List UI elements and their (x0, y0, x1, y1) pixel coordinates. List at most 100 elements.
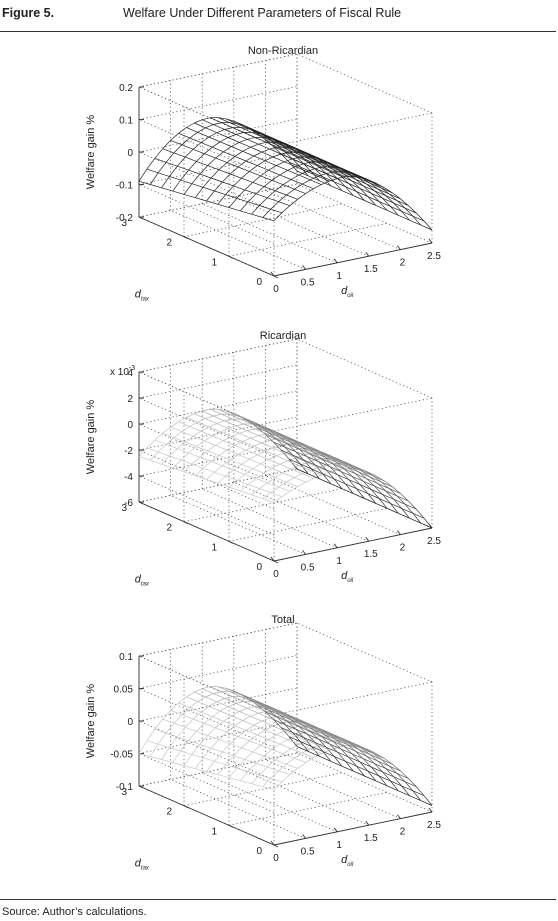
surface-mesh-line (218, 162, 228, 171)
surface-mesh-line (180, 750, 193, 755)
surface-mesh-line (228, 198, 238, 208)
surface-mesh-line (347, 172, 359, 179)
surface-mesh-line (224, 129, 237, 135)
surface-mesh-line (322, 735, 335, 742)
surface-mesh-line (150, 451, 159, 461)
surface-mesh-line (377, 483, 390, 489)
surface-mesh-line (303, 737, 316, 743)
surface-mesh-line (263, 755, 276, 761)
surface-mesh-line (260, 459, 269, 465)
surface-mesh-line (275, 472, 284, 478)
surface-mesh-line (284, 161, 296, 167)
surface-mesh-line (228, 207, 241, 212)
surface-mesh-line (377, 483, 387, 492)
surface-mesh-line (317, 742, 327, 746)
gridline-floor-y (183, 772, 343, 807)
surface-mesh-line (294, 473, 303, 478)
surface-mesh-line (219, 431, 232, 437)
y-tick-label: 0 (256, 562, 262, 573)
surface-mesh-line (330, 185, 343, 192)
surface-mesh-line (393, 202, 402, 212)
surface-mesh-line (197, 421, 210, 428)
surface-mesh-line (240, 210, 252, 215)
surface-mesh-line (313, 452, 322, 460)
surface-mesh-line (292, 158, 304, 165)
surface-mesh-line (404, 503, 417, 510)
surface-mesh-line (318, 165, 330, 172)
surface-mesh-line (392, 486, 401, 494)
surface-mesh-line (262, 778, 271, 787)
surface-mesh-line (233, 747, 242, 756)
surface-mesh-line (311, 468, 324, 475)
surface-mesh-line (336, 739, 345, 747)
x-tick (270, 271, 275, 277)
surface-mesh-line (251, 783, 263, 788)
surface-mesh-line (202, 686, 211, 690)
surface-mesh-line (310, 453, 322, 460)
surface-mesh-line (235, 425, 248, 432)
surface-mesh-line (208, 701, 217, 707)
surface-mesh-line (311, 468, 320, 480)
surface-mesh-line (409, 795, 421, 801)
surface-mesh-line (318, 165, 327, 174)
surface-mesh-line (287, 739, 300, 745)
surface-mesh-line (297, 762, 306, 769)
surface-mesh-line (281, 434, 294, 441)
surface-mesh-line (245, 729, 258, 736)
z-tick-label: 0.05 (114, 685, 134, 696)
surface-mesh-line (307, 156, 320, 163)
surface-mesh-line (396, 200, 406, 209)
surface-mesh-line (196, 440, 205, 447)
surface-mesh-line (348, 479, 357, 489)
surface-mesh-line (219, 141, 232, 147)
surface-mesh-line (154, 728, 167, 734)
surface-mesh-line (276, 438, 289, 445)
surface-mesh-line (236, 767, 249, 772)
surface-mesh-line (138, 180, 151, 185)
surface-mesh-line (185, 441, 197, 447)
surface-mesh-line (375, 503, 388, 509)
surface-mesh-line (218, 739, 231, 745)
surface-mesh-line (215, 157, 228, 163)
surface-mesh-line (345, 483, 354, 494)
surface-mesh-line (197, 127, 206, 133)
surface-mesh-line (200, 136, 210, 143)
surface-mesh-line (205, 415, 214, 420)
surface-mesh-line (196, 161, 208, 166)
surface-mesh-line (287, 457, 296, 462)
surface-mesh-line (340, 748, 353, 755)
surface-mesh-line (214, 181, 223, 192)
surface-mesh-line (300, 166, 312, 173)
surface-mesh-line (218, 455, 231, 461)
surface-mesh-line (222, 173, 231, 183)
surface-mesh-line (165, 152, 175, 163)
surface-mesh-line (290, 743, 300, 749)
z-axis-label: Welfare gain % (85, 400, 97, 475)
surface-mesh-line (240, 201, 249, 212)
surface-mesh-line (216, 423, 229, 429)
surface-mesh-line (199, 450, 208, 458)
surface-mesh-line (334, 457, 347, 463)
surface-mesh-line (306, 160, 319, 167)
surface-mesh-line (252, 129, 265, 135)
surface-mesh-line (329, 170, 338, 179)
surface-mesh-line (314, 742, 327, 748)
surface-mesh-line (337, 474, 349, 480)
surface-mesh-line (219, 710, 232, 717)
surface-mesh-line (329, 466, 338, 475)
surface-mesh-line (202, 119, 214, 125)
surface-mesh-line (278, 770, 290, 776)
x-tick (365, 251, 370, 257)
z-tick-label: -0.1 (116, 782, 134, 793)
surface-mesh-line (297, 719, 310, 725)
surface-mesh-line (298, 448, 311, 455)
surface-mesh-line (359, 761, 369, 772)
surface-mesh-line (284, 151, 296, 157)
surface-mesh-line (283, 143, 295, 149)
surface-mesh-line (181, 707, 191, 715)
surface-mesh-line (309, 748, 322, 754)
surface-mesh-line (206, 190, 215, 202)
surface-mesh-line (189, 132, 198, 139)
surface-mesh-line (267, 477, 276, 484)
surface-mesh-line (225, 185, 234, 195)
